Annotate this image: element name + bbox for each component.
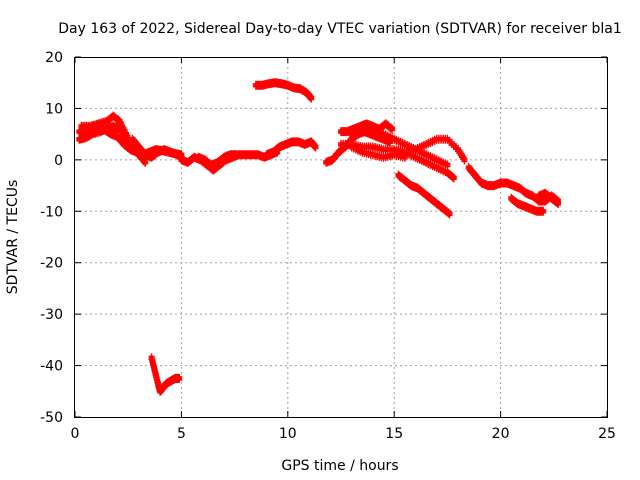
y-tick-label: -50	[40, 410, 63, 426]
y-tick-label: -20	[40, 256, 63, 272]
data-point	[308, 93, 315, 100]
data-point	[389, 124, 396, 131]
plot-frame	[74, 57, 608, 418]
data-point	[540, 206, 547, 213]
series-arc-8	[252, 78, 315, 103]
y-tick-label: -40	[40, 359, 63, 375]
y-tick-label: -30	[40, 307, 63, 323]
series-arc-6	[195, 150, 240, 170]
data-point	[444, 160, 451, 167]
data-point	[446, 209, 453, 216]
series-arc-18	[535, 188, 562, 209]
series-arc-3	[78, 111, 142, 160]
series-arc-14	[395, 170, 453, 219]
series-arc-17	[508, 193, 547, 216]
x-axis-label: GPS time / hours	[281, 458, 398, 474]
x-tick-label: 10	[279, 426, 297, 442]
data-point	[233, 150, 240, 157]
data-point	[176, 373, 183, 380]
chart-title: Day 163 of 2022, Sidereal Day-to-day VTE…	[58, 21, 621, 37]
x-tick-label: 20	[492, 426, 510, 442]
data-point	[555, 199, 562, 206]
series-arc-13	[348, 142, 408, 162]
y-axis-label: SDTVAR / TECUs	[5, 180, 21, 295]
grid-lines	[75, 57, 607, 417]
data-point	[450, 173, 457, 180]
y-tick-label: -10	[40, 204, 63, 220]
y-tick-label: 10	[45, 101, 63, 117]
series-arc-4	[129, 134, 185, 162]
series-arc-15	[401, 134, 468, 165]
x-tick-label: 15	[385, 426, 403, 442]
series-arc-19	[148, 353, 183, 396]
data-point	[461, 155, 468, 162]
y-tick-label: 0	[54, 153, 63, 169]
x-tick-label: 0	[71, 426, 80, 442]
data-point	[312, 142, 319, 149]
series-arc-7	[263, 137, 319, 160]
data-points	[76, 78, 562, 396]
x-tick-label: 25	[598, 426, 616, 442]
x-tick-label: 5	[177, 426, 186, 442]
y-tick-label: 20	[45, 50, 63, 66]
series-arc-11	[348, 127, 451, 170]
